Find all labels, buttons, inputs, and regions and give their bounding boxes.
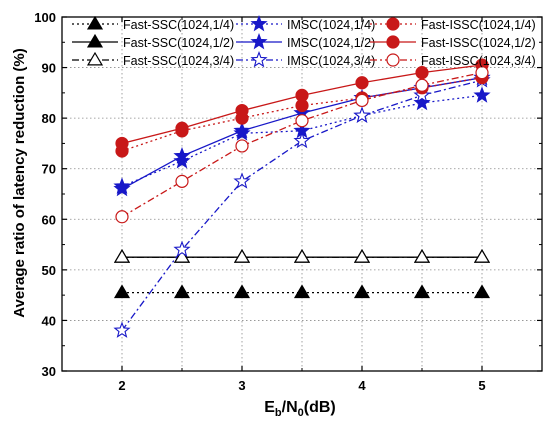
legend-marker xyxy=(86,15,104,30)
y-tick-label: 50 xyxy=(42,263,56,278)
legend: Fast-SSC(1024,1/4) Fast-SSC(1024,1/2) Fast… xyxy=(72,14,536,68)
data-point xyxy=(413,86,431,103)
data-point xyxy=(475,66,489,80)
legend-label: Fast-ISSC(1024,1/2) xyxy=(421,36,536,50)
legend-marker xyxy=(386,35,400,49)
data-point xyxy=(113,249,131,263)
x-axis-label-main: E xyxy=(264,399,275,416)
legend-marker xyxy=(250,14,268,32)
legend-entry: Fast-SSC(1024,3/4) xyxy=(72,51,234,68)
axes: 30 40 50 60 70 80 90 100 2 3 4 5 xyxy=(34,10,543,393)
legend-marker xyxy=(386,53,400,67)
data-point xyxy=(353,284,371,299)
series-2 xyxy=(113,249,491,263)
legend-entry: IMSC(1024,1/2) xyxy=(236,32,375,50)
legend-label: Fast-ISSC(1024,1/4) xyxy=(421,18,536,32)
legend-label: Fast-ISSC(1024,3/4) xyxy=(421,54,536,68)
series-group xyxy=(113,58,491,338)
data-point xyxy=(293,249,311,263)
data-point xyxy=(415,78,429,92)
data-point xyxy=(113,321,131,338)
data-point xyxy=(415,66,429,80)
legend-entry: IMSC(1024,1/4) xyxy=(236,14,375,32)
data-point xyxy=(173,284,191,299)
data-point xyxy=(115,136,129,151)
legend-entry: Fast-ISSC(1024,3/4) xyxy=(370,53,536,68)
x-axis-label-sub2: 0 xyxy=(298,407,304,419)
y-axis-label: Average ratio of latency reduction (%) xyxy=(11,48,28,318)
x-axis-label-middle: /N xyxy=(282,399,298,416)
x-axis-label: Eb/N0(dB) xyxy=(264,399,336,419)
series-8 xyxy=(115,66,489,224)
legend-label: Fast-SSC(1024,3/4) xyxy=(123,54,234,68)
legend-marker xyxy=(86,51,104,66)
x-tick-label: 3 xyxy=(238,378,245,393)
series-7 xyxy=(115,58,489,151)
data-point xyxy=(113,179,131,197)
legend-label: IMSC(1024,3/4) xyxy=(287,54,375,68)
y-tick-label: 90 xyxy=(42,61,56,76)
data-point xyxy=(413,249,431,263)
y-tick-label: 100 xyxy=(34,10,56,25)
data-point xyxy=(173,249,191,263)
data-point xyxy=(413,284,431,299)
legend-marker xyxy=(250,32,268,50)
x-axis-label-tail: (dB) xyxy=(304,399,336,416)
data-point xyxy=(473,86,491,103)
data-point xyxy=(233,284,251,299)
data-point xyxy=(235,139,249,153)
legend-label: IMSC(1024,1/2) xyxy=(287,36,375,50)
data-point xyxy=(413,93,431,111)
legend-label: IMSC(1024,1/4) xyxy=(287,18,375,32)
data-point xyxy=(233,172,251,189)
data-point xyxy=(295,114,309,128)
data-point xyxy=(173,147,191,164)
data-point xyxy=(175,174,189,188)
y-tick-label: 70 xyxy=(42,162,56,177)
data-point xyxy=(175,121,189,135)
data-point xyxy=(295,88,309,102)
data-point xyxy=(353,249,371,263)
data-point xyxy=(113,284,131,299)
data-point xyxy=(293,284,311,299)
data-point xyxy=(355,76,369,90)
x-axis-label-sub1: b xyxy=(275,407,282,419)
legend-entry: Fast-SSC(1024,1/2) xyxy=(72,33,234,50)
legend-marker xyxy=(86,33,104,48)
data-point xyxy=(293,131,311,149)
legend-entry: Fast-ISSC(1024,1/2) xyxy=(370,35,536,50)
data-point xyxy=(353,106,371,123)
legend-label: Fast-SSC(1024,1/2) xyxy=(123,36,234,50)
data-point xyxy=(355,93,369,108)
data-point xyxy=(233,121,251,139)
grid xyxy=(62,17,542,371)
y-tick-label: 40 xyxy=(42,313,56,328)
data-point xyxy=(115,210,129,224)
data-point xyxy=(233,249,251,263)
y-tick-label: 60 xyxy=(42,212,56,227)
legend-entry: IMSC(1024,3/4) xyxy=(236,50,375,68)
series-0 xyxy=(113,284,491,299)
data-point xyxy=(473,249,491,263)
legend-entry: Fast-SSC(1024,1/4) xyxy=(72,15,234,32)
data-point xyxy=(473,284,491,299)
x-tick-label: 2 xyxy=(118,378,125,393)
x-tick-label: 5 xyxy=(478,378,485,393)
legend-marker xyxy=(386,17,400,31)
data-point xyxy=(235,103,249,118)
legend-marker xyxy=(250,50,268,68)
legend-label: Fast-SSC(1024,1/4) xyxy=(123,18,234,32)
data-point xyxy=(173,240,191,257)
x-tick-label: 4 xyxy=(358,378,366,393)
legend-entry: Fast-ISSC(1024,1/4) xyxy=(370,17,536,32)
y-tick-label: 80 xyxy=(42,111,56,126)
y-tick-label: 30 xyxy=(42,364,56,379)
